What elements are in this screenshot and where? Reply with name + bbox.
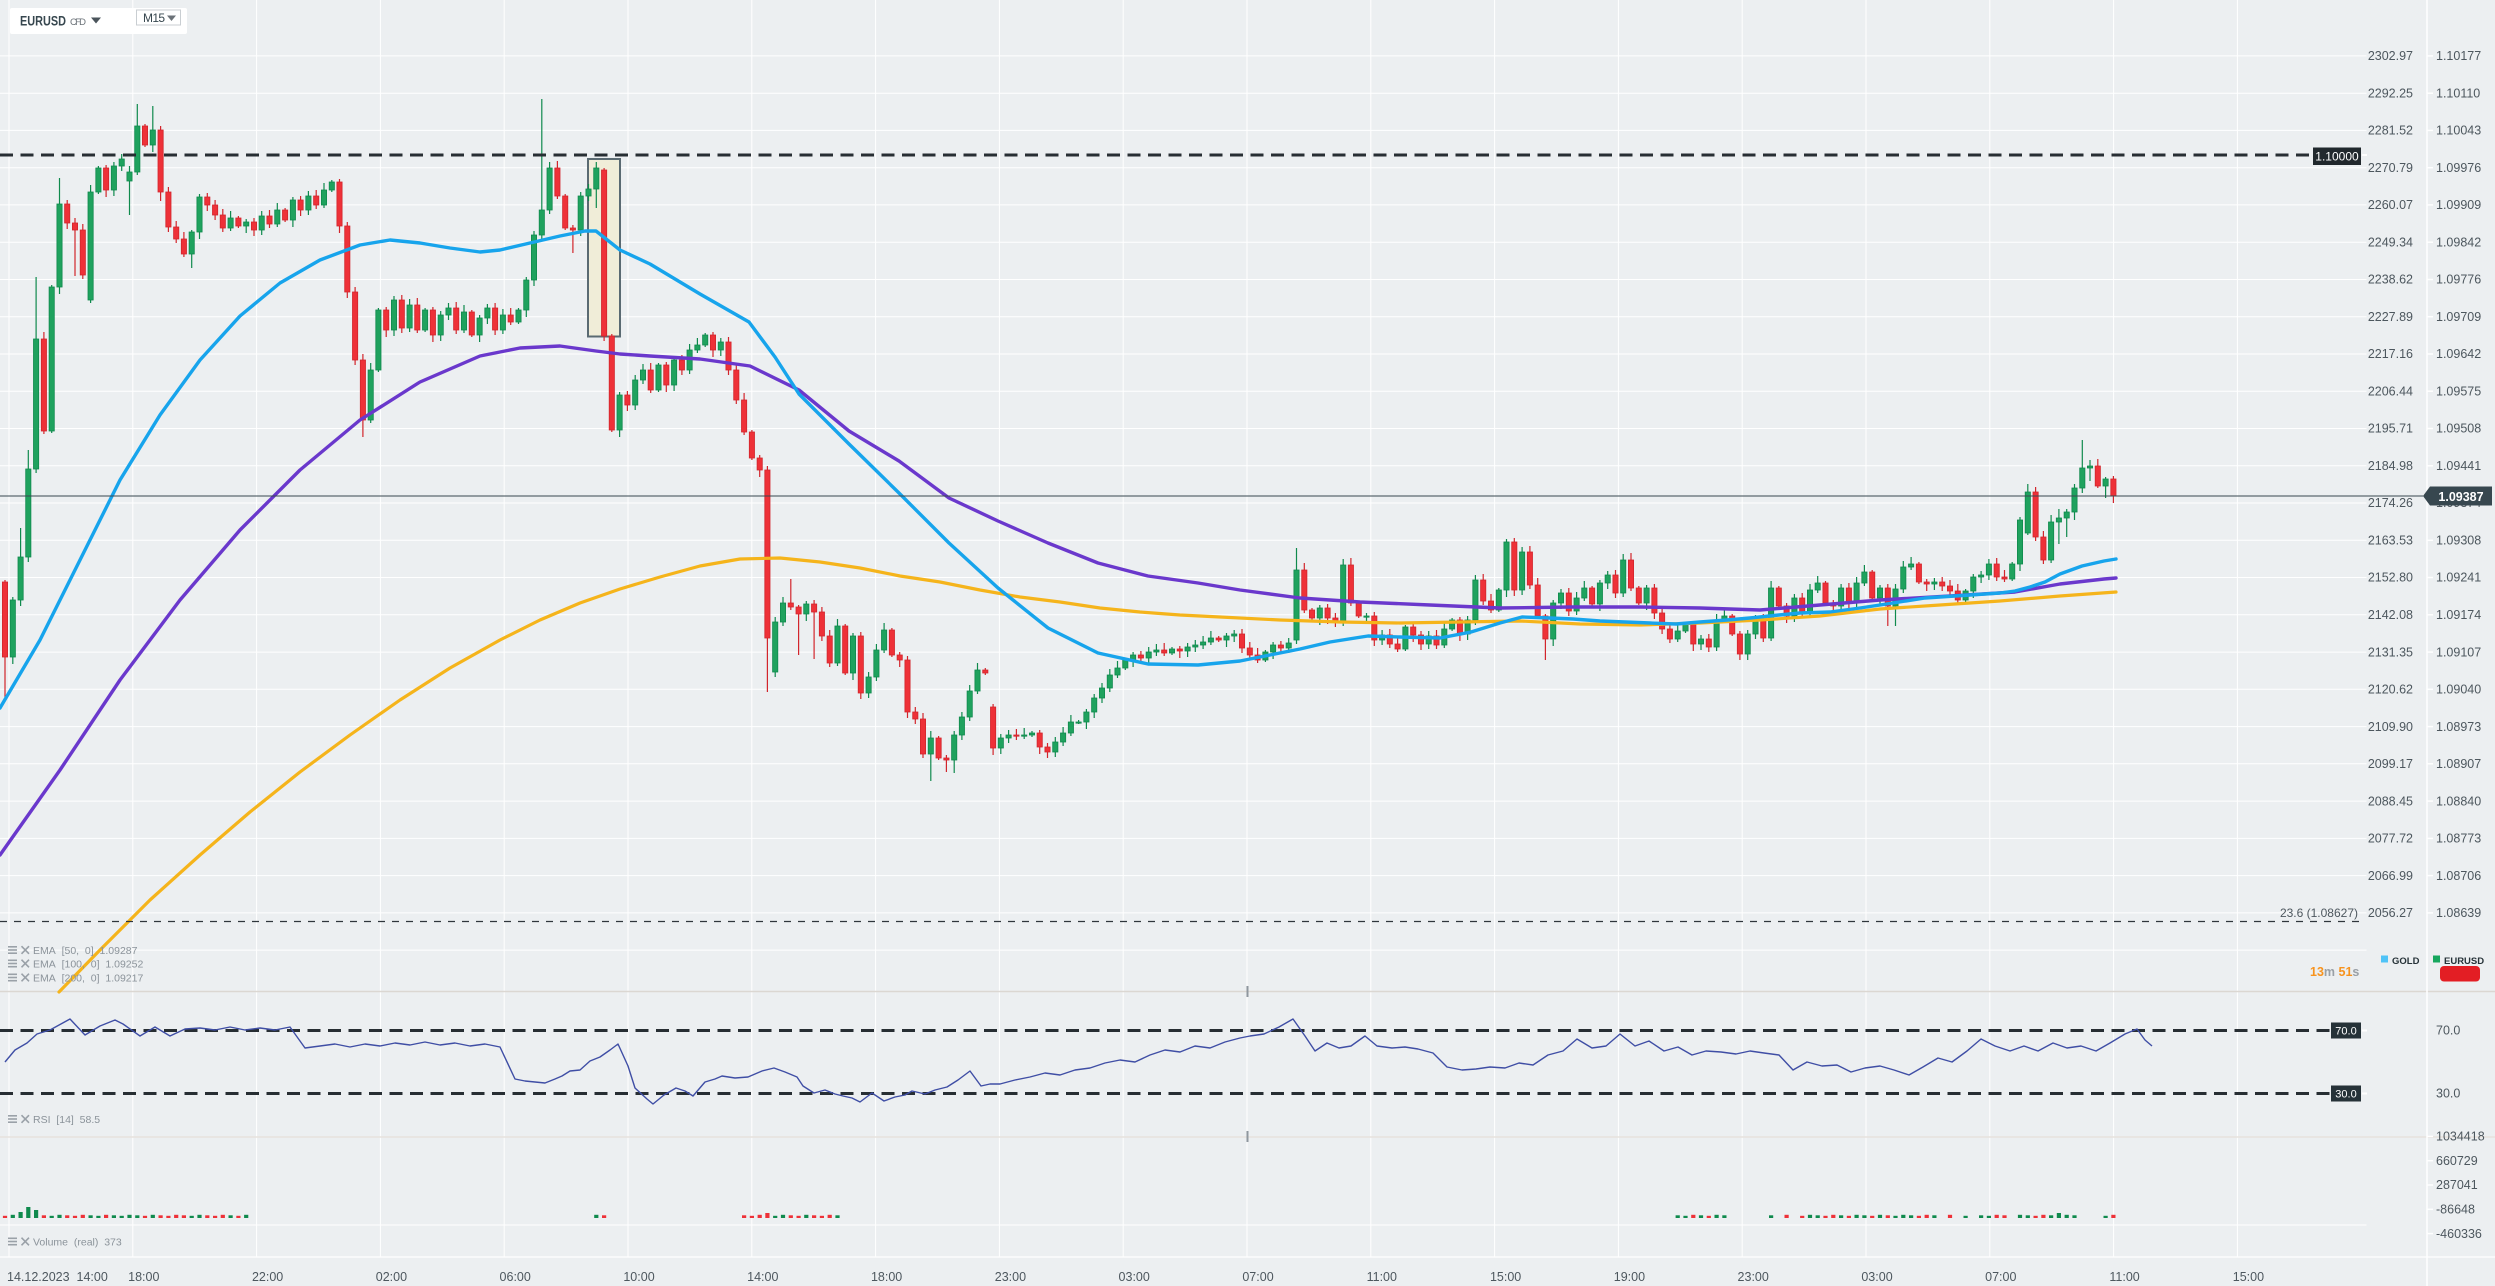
svg-text:30.0: 30.0 — [2436, 1087, 2460, 1101]
svg-text:EURUSD: EURUSD — [20, 14, 66, 29]
svg-text:2099.17: 2099.17 — [2368, 757, 2413, 771]
svg-text:EMA [50, 0] 1.09287: EMA [50, 0] 1.09287 — [33, 945, 138, 957]
svg-text:2227.89: 2227.89 — [2368, 310, 2413, 324]
svg-text:15:00: 15:00 — [2233, 1270, 2264, 1284]
svg-text:1.08907: 1.08907 — [2436, 757, 2481, 771]
svg-text:18:00: 18:00 — [128, 1270, 159, 1284]
svg-text:2184.98: 2184.98 — [2368, 459, 2413, 473]
svg-text:22:00: 22:00 — [252, 1270, 283, 1284]
svg-text:1.09040: 1.09040 — [2436, 683, 2481, 697]
svg-text:23:00: 23:00 — [1738, 1270, 1769, 1284]
svg-text:1.10000: 1.10000 — [2315, 150, 2359, 164]
svg-text:1.09107: 1.09107 — [2436, 645, 2481, 659]
svg-text:2131.35: 2131.35 — [2368, 645, 2413, 659]
svg-text:1.09642: 1.09642 — [2436, 347, 2481, 361]
svg-text:EMA [200, 0] 1.09217: EMA [200, 0] 1.09217 — [33, 972, 143, 984]
svg-text:2281.52: 2281.52 — [2368, 124, 2413, 138]
svg-text:70.0: 70.0 — [2436, 1024, 2460, 1038]
svg-text:1.08706: 1.08706 — [2436, 869, 2481, 883]
svg-text:RSI [14] 58.5: RSI [14] 58.5 — [33, 1114, 100, 1126]
svg-text:1.09842: 1.09842 — [2436, 235, 2481, 249]
svg-text:EMA [100, 0] 1.09252: EMA [100, 0] 1.09252 — [33, 958, 143, 970]
svg-text:2195.71: 2195.71 — [2368, 422, 2413, 436]
svg-text:1.08973: 1.08973 — [2436, 720, 2481, 734]
svg-text:EURUSD: EURUSD — [2444, 956, 2484, 967]
svg-text:2206.44: 2206.44 — [2368, 384, 2413, 398]
svg-text:2270.79: 2270.79 — [2368, 161, 2413, 175]
svg-text:1.09909: 1.09909 — [2436, 198, 2481, 212]
svg-text:GOLD: GOLD — [2392, 956, 2420, 967]
svg-text:07:00: 07:00 — [1242, 1270, 1273, 1284]
svg-text:1.09508: 1.09508 — [2436, 422, 2481, 436]
svg-text:287041: 287041 — [2436, 1178, 2478, 1192]
svg-text:1.08773: 1.08773 — [2436, 832, 2481, 846]
svg-text:1.09441: 1.09441 — [2436, 459, 2481, 473]
svg-text:2088.45: 2088.45 — [2368, 794, 2413, 808]
svg-text:30.0: 30.0 — [2335, 1089, 2356, 1101]
svg-text:02:00: 02:00 — [376, 1270, 407, 1284]
svg-text:1.09174: 1.09174 — [2436, 608, 2481, 622]
svg-text:2174.26: 2174.26 — [2368, 496, 2413, 510]
svg-text:1.09308: 1.09308 — [2436, 534, 2481, 548]
svg-text:660729: 660729 — [2436, 1154, 2478, 1168]
svg-text:1.09575: 1.09575 — [2436, 384, 2481, 398]
svg-text:1.08840: 1.08840 — [2436, 794, 2481, 808]
svg-text:2152.80: 2152.80 — [2368, 571, 2413, 585]
svg-text:1034418: 1034418 — [2436, 1130, 2485, 1144]
svg-text:23.6 (1.08627): 23.6 (1.08627) — [2280, 906, 2358, 920]
svg-text:1.10110: 1.10110 — [2436, 86, 2480, 100]
svg-text:14.12.2023 14:00: 14.12.2023 14:00 — [7, 1270, 108, 1284]
svg-text:2142.08: 2142.08 — [2368, 608, 2413, 622]
svg-text:14:00: 14:00 — [747, 1270, 778, 1284]
svg-text:1.09709: 1.09709 — [2436, 310, 2481, 324]
svg-text:2217.16: 2217.16 — [2368, 347, 2413, 361]
svg-text:70.0: 70.0 — [2335, 1026, 2356, 1038]
svg-text:23:00: 23:00 — [995, 1270, 1026, 1284]
svg-text:03:00: 03:00 — [1861, 1270, 1892, 1284]
svg-text:Volume (real) 373: Volume (real) 373 — [33, 1236, 122, 1248]
svg-text:1.08639: 1.08639 — [2436, 906, 2481, 920]
svg-text:2238.62: 2238.62 — [2368, 273, 2413, 287]
svg-text:11:00: 11:00 — [2109, 1270, 2139, 1284]
svg-text:2249.34: 2249.34 — [2368, 235, 2413, 249]
svg-text:13m 51s: 13m 51s — [2310, 965, 2359, 979]
svg-text:2260.07: 2260.07 — [2368, 198, 2413, 212]
svg-text:2302.97: 2302.97 — [2368, 49, 2413, 63]
svg-text:07:00: 07:00 — [1985, 1270, 2016, 1284]
svg-text:1.09387: 1.09387 — [2438, 490, 2483, 504]
svg-text:03:00: 03:00 — [1119, 1270, 1150, 1284]
svg-text:2292.25: 2292.25 — [2368, 86, 2413, 100]
svg-text:-460336: -460336 — [2436, 1227, 2482, 1241]
svg-text:2066.99: 2066.99 — [2368, 869, 2413, 883]
svg-text:10:00: 10:00 — [623, 1270, 654, 1284]
svg-text:2056.27: 2056.27 — [2368, 906, 2413, 920]
svg-text:06:00: 06:00 — [500, 1270, 531, 1284]
svg-text:1.09976: 1.09976 — [2436, 161, 2481, 175]
svg-text:2163.53: 2163.53 — [2368, 534, 2413, 548]
svg-text:18:00: 18:00 — [871, 1270, 902, 1284]
svg-text:15:00: 15:00 — [1490, 1270, 1521, 1284]
svg-text:1.10043: 1.10043 — [2436, 124, 2481, 138]
svg-text:M15: M15 — [143, 11, 165, 25]
svg-text:CFD: CFD — [70, 17, 86, 28]
svg-text:1.09776: 1.09776 — [2436, 273, 2481, 287]
svg-text:2109.90: 2109.90 — [2368, 720, 2413, 734]
svg-text:1.10177: 1.10177 — [2436, 49, 2481, 63]
svg-text:11:00: 11:00 — [1367, 1270, 1397, 1284]
svg-text:1.09241: 1.09241 — [2436, 571, 2481, 585]
svg-text:2077.72: 2077.72 — [2368, 832, 2413, 846]
svg-text:2120.62: 2120.62 — [2368, 683, 2413, 697]
svg-text:19:00: 19:00 — [1614, 1270, 1645, 1284]
svg-text:-86648: -86648 — [2436, 1203, 2475, 1217]
